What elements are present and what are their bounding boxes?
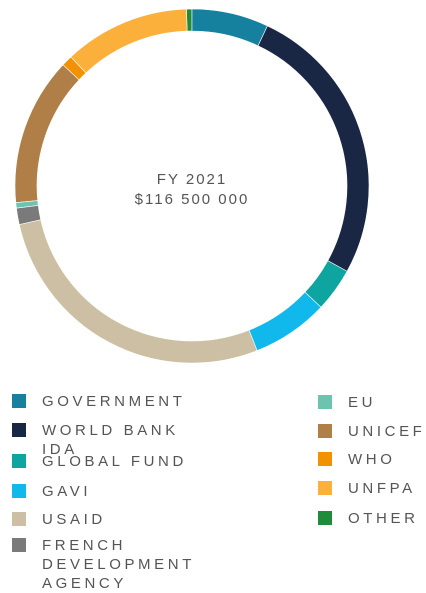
legend-label: WORLD BANK IDA	[42, 422, 179, 458]
donut-segment	[16, 205, 42, 225]
legend-item: GOVERNMENT	[12, 392, 222, 411]
legend-swatch	[12, 484, 26, 498]
donut-segment	[14, 64, 80, 203]
donut-chart: FY 2021 $116 500 000	[14, 8, 370, 364]
legend-swatch	[318, 481, 332, 495]
legend-label: OTHER	[348, 510, 419, 527]
center-label: FY 2021	[157, 171, 227, 188]
center-label: $116 500 000	[135, 191, 250, 208]
legend-swatch	[12, 394, 26, 408]
legend-label: WHO	[348, 451, 396, 468]
legend-label: USAID	[42, 511, 106, 528]
legend-swatch	[12, 538, 26, 552]
legend-item: GAVI	[12, 482, 222, 501]
legend-item: FRENCH DEVELOPMENT AGENCY	[12, 536, 222, 593]
legend-swatch	[318, 424, 332, 438]
legend-swatch	[12, 512, 26, 526]
legend-item: GLOBAL FUND	[12, 452, 222, 471]
legend-label: GLOBAL FUND	[42, 453, 187, 470]
legend-swatch	[12, 454, 26, 468]
legend-label: UNICEF	[348, 423, 426, 440]
donut-segment	[15, 200, 39, 209]
legend-item: USAID	[12, 510, 222, 529]
legend-swatch	[12, 423, 26, 437]
donut-segment	[62, 56, 87, 81]
donut-segment	[70, 8, 188, 74]
legend-label: EU	[348, 394, 377, 411]
donut-segment	[191, 8, 268, 47]
donut-segment	[257, 25, 370, 272]
legend-swatch	[318, 395, 332, 409]
legend-label: GAVI	[42, 483, 92, 500]
donut-segment	[18, 219, 258, 364]
legend-swatch	[318, 452, 332, 466]
legend-label: UNFPA	[348, 480, 416, 497]
legend-item: WORLD BANK IDA	[12, 421, 222, 459]
donut-segment	[304, 260, 348, 308]
legend-label: GOVERNMENT	[42, 393, 186, 410]
legend-swatch	[318, 511, 332, 525]
legend-item: UNFPA	[318, 479, 416, 498]
legend-item: OTHER	[318, 509, 419, 528]
legend-item: WHO	[318, 450, 395, 469]
donut-segment	[248, 291, 322, 351]
legend-item: EU	[318, 393, 376, 412]
legend-item: UNICEF	[318, 422, 425, 441]
legend-label: FRENCH DEVELOPMENT AGENCY	[42, 537, 195, 592]
